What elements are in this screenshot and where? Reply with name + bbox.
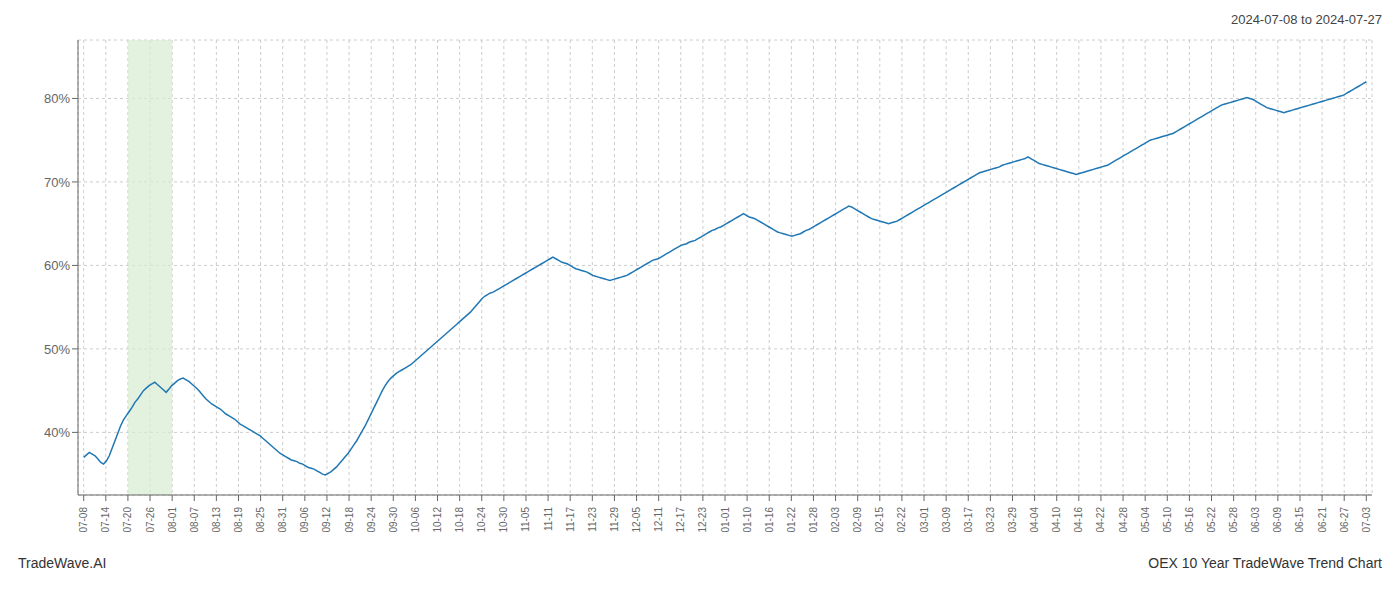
svg-text:12-23: 12-23 [697, 507, 708, 533]
svg-text:06-21: 06-21 [1317, 507, 1328, 533]
svg-text:02-03: 02-03 [830, 507, 841, 533]
svg-text:09-30: 09-30 [388, 507, 399, 533]
svg-text:08-01: 08-01 [167, 507, 178, 533]
svg-text:12-17: 12-17 [675, 507, 686, 533]
svg-text:04-28: 04-28 [1118, 507, 1129, 533]
svg-text:03-17: 03-17 [963, 507, 974, 533]
svg-text:04-16: 04-16 [1073, 507, 1084, 533]
svg-text:09-06: 09-06 [299, 507, 310, 533]
svg-text:02-15: 02-15 [874, 507, 885, 533]
html-text:2024-07-08 to 2024-07-27: 2024-07-08 to 2024-07-27 [1230, 11, 1382, 27]
svg-text:01-16: 01-16 [764, 507, 775, 533]
svg-text:05-10: 05-10 [1162, 507, 1173, 533]
svg-text:08-07: 08-07 [189, 507, 200, 533]
svg-text:10-12: 10-12 [432, 507, 443, 533]
svg-text:01-01: 01-01 [720, 507, 731, 533]
svg-text:06-27: 06-27 [1339, 507, 1350, 533]
svg-text:03-01: 03-01 [919, 507, 930, 533]
svg-text:08-19: 08-19 [233, 507, 244, 533]
svg-text:01-10: 01-10 [742, 507, 753, 533]
svg-text:07-26: 07-26 [145, 507, 156, 533]
svg-text:07-20: 07-20 [122, 507, 133, 533]
svg-text:08-13: 08-13 [211, 507, 222, 533]
svg-text:07-14: 07-14 [100, 507, 111, 533]
svg-text:09-18: 09-18 [344, 507, 355, 533]
svg-text:11-29: 11-29 [609, 507, 620, 532]
svg-text:07-08: 07-08 [78, 507, 89, 533]
svg-text:06-03: 06-03 [1250, 507, 1261, 533]
svg-text:03-23: 03-23 [985, 507, 996, 533]
svg-text:05-16: 05-16 [1184, 507, 1195, 533]
svg-text:80%: 80% [44, 91, 70, 106]
svg-text:01-28: 01-28 [808, 507, 819, 533]
svg-text:08-25: 08-25 [255, 507, 266, 533]
svg-text:02-22: 02-22 [896, 507, 907, 533]
svg-text:11-17: 11-17 [565, 507, 576, 532]
svg-text:11-23: 11-23 [587, 507, 598, 532]
html-text:TradeWave.AI: TradeWave.AI [18, 555, 107, 571]
svg-text:40%: 40% [44, 425, 70, 440]
svg-text:12-11: 12-11 [653, 507, 664, 532]
svg-text:05-22: 05-22 [1206, 507, 1217, 533]
svg-text:11-11: 11-11 [543, 507, 554, 532]
svg-text:11-05: 11-05 [520, 507, 531, 532]
svg-text:08-31: 08-31 [277, 507, 288, 533]
svg-text:10-18: 10-18 [454, 507, 465, 533]
html-text:OEX 10 Year TradeWave Trend Ch: OEX 10 Year TradeWave Trend Chart [1148, 555, 1382, 571]
svg-text:06-09: 06-09 [1272, 507, 1283, 533]
svg-text:09-24: 09-24 [366, 507, 377, 533]
svg-text:01-22: 01-22 [786, 507, 797, 533]
svg-text:09-12: 09-12 [321, 507, 332, 533]
svg-text:03-29: 03-29 [1007, 507, 1018, 533]
svg-text:07-03: 07-03 [1361, 507, 1372, 533]
svg-text:70%: 70% [44, 175, 70, 190]
svg-text:05-28: 05-28 [1228, 507, 1239, 533]
svg-text:04-22: 04-22 [1095, 507, 1106, 533]
svg-text:04-04: 04-04 [1029, 507, 1040, 533]
svg-text:02-09: 02-09 [852, 507, 863, 533]
svg-text:50%: 50% [44, 342, 70, 357]
svg-text:06-15: 06-15 [1294, 507, 1305, 533]
svg-text:60%: 60% [44, 258, 70, 273]
svg-text:03-09: 03-09 [941, 507, 952, 533]
svg-text:10-30: 10-30 [498, 507, 509, 533]
svg-text:10-06: 10-06 [410, 507, 421, 533]
svg-text:10-24: 10-24 [476, 507, 487, 533]
svg-text:12-05: 12-05 [631, 507, 642, 533]
svg-text:04-10: 04-10 [1051, 507, 1062, 533]
svg-text:05-04: 05-04 [1140, 507, 1151, 533]
